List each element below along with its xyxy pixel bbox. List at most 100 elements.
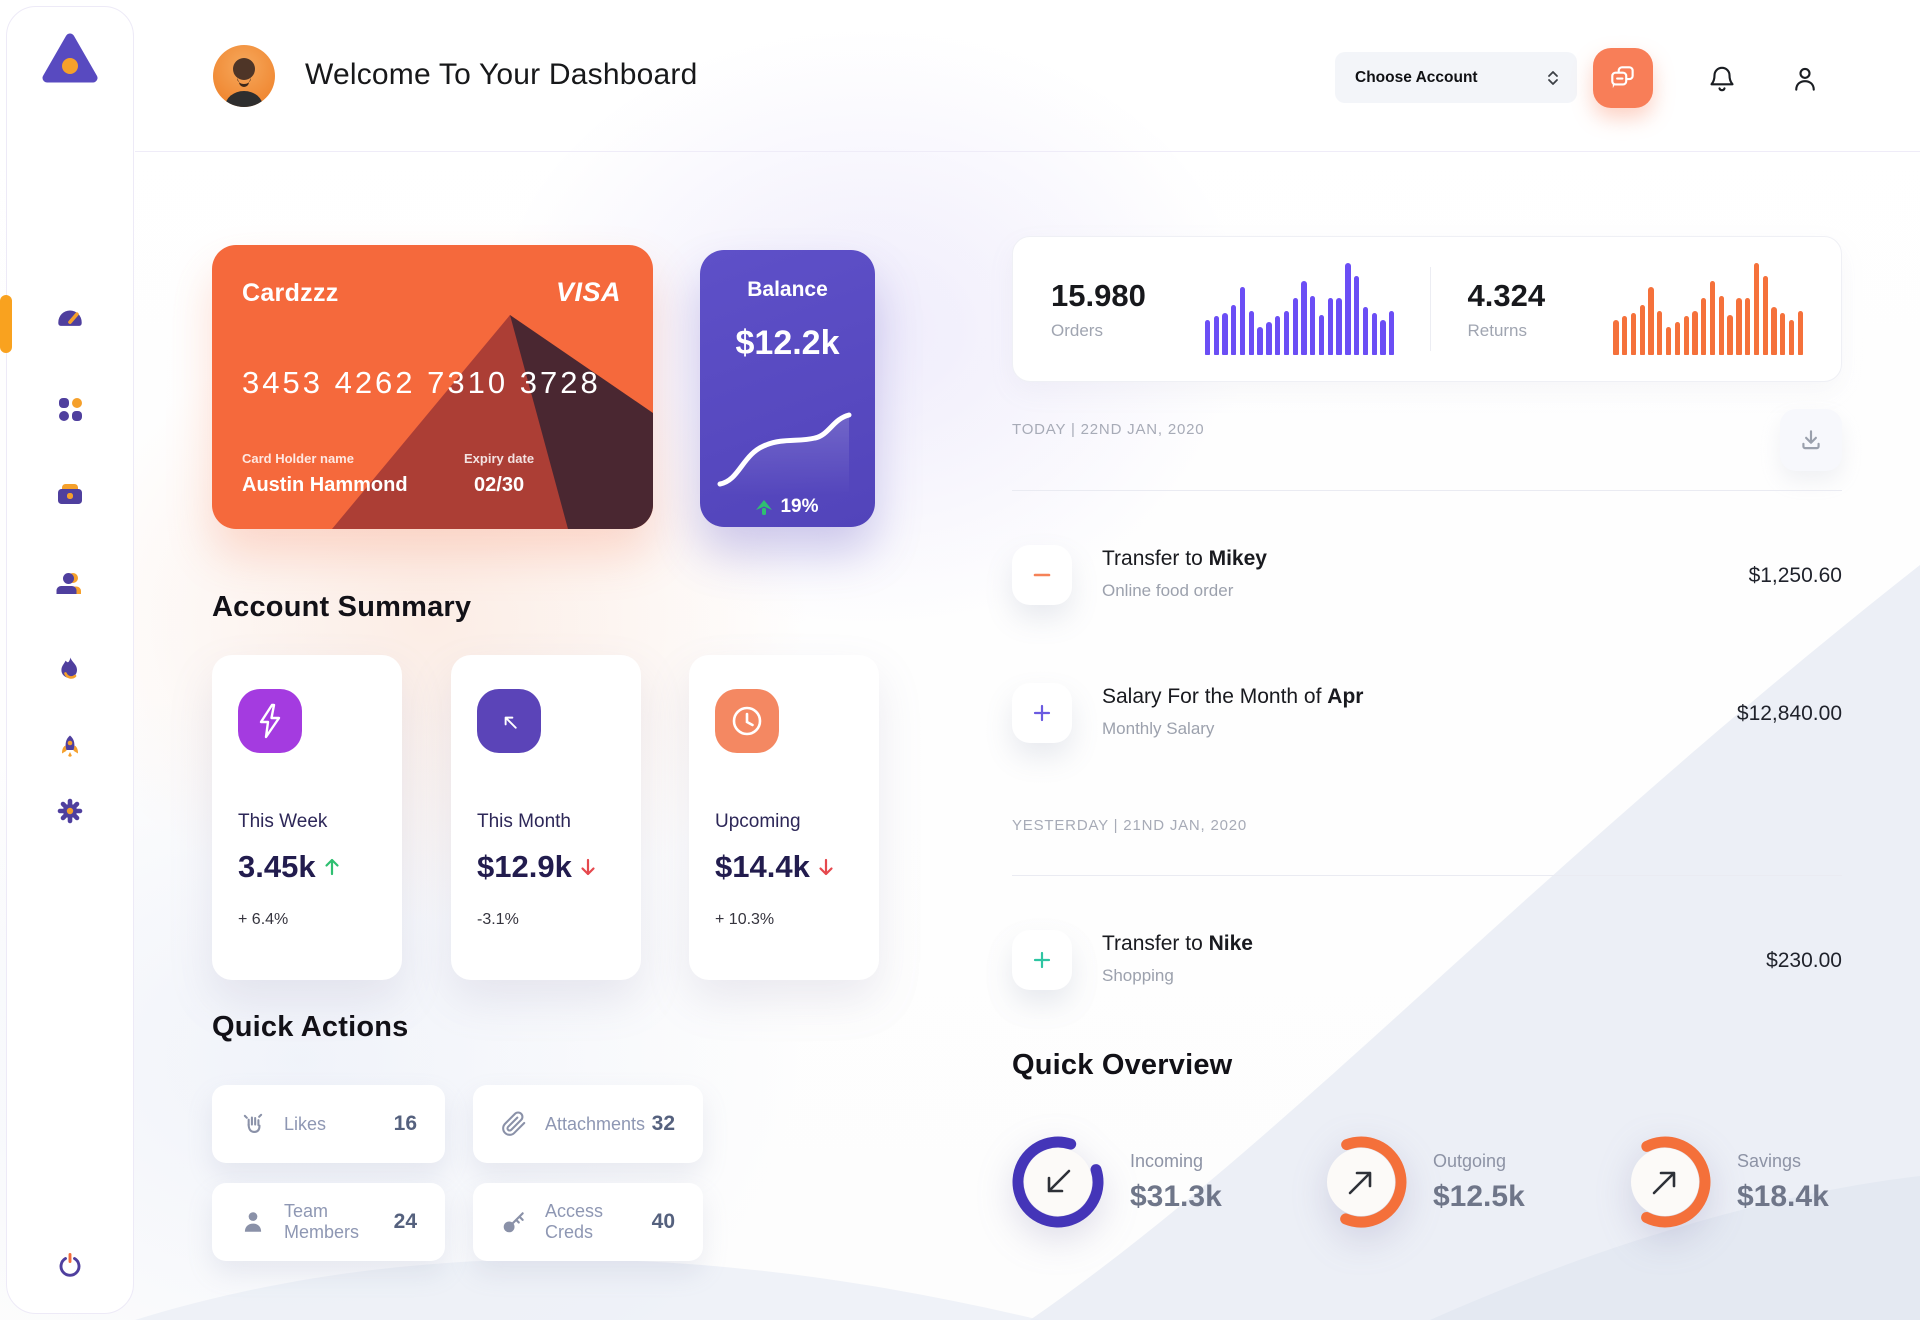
overview-savings: Savings $18.4k bbox=[1619, 1136, 1829, 1228]
summary-value: $12.9k bbox=[477, 849, 572, 884]
user-avatar[interactable] bbox=[213, 45, 275, 107]
profile-user-icon[interactable] bbox=[1788, 62, 1822, 96]
sidebar-item-briefcase-icon[interactable] bbox=[48, 473, 92, 517]
summary-delta: -3.1% bbox=[477, 911, 519, 928]
returns-value: 4.324 bbox=[1467, 277, 1546, 313]
card-number: 3453 4262 7310 3728 bbox=[242, 365, 601, 400]
quick-action-likes[interactable]: Likes 16 bbox=[212, 1085, 445, 1163]
transaction-subtitle: Online food order bbox=[1102, 581, 1234, 600]
notifications-bell-icon[interactable] bbox=[1705, 62, 1739, 96]
savings-ring-chart bbox=[1619, 1136, 1711, 1228]
summary-card-upcoming: Upcoming $14.4k + 10.3% bbox=[689, 655, 879, 980]
transaction-row-salary[interactable]: Salary For the Month of Apr Monthly Sala… bbox=[1012, 683, 1842, 745]
person-icon bbox=[244, 1212, 262, 1232]
quick-action-attachments[interactable]: Attachments 32 bbox=[473, 1085, 703, 1163]
summary-delta: + 6.4% bbox=[238, 911, 289, 928]
transaction-title-bold: Mikey bbox=[1208, 547, 1267, 570]
balance-label: Balance bbox=[747, 278, 828, 301]
header: Welcome To Your Dashboard Choose Account bbox=[135, 0, 1920, 152]
orders-returns-stats-card: 15.980 Orders 4.324 Returns bbox=[1012, 236, 1842, 382]
trend-up-icon bbox=[324, 858, 339, 876]
card-expiry-value: 02/30 bbox=[474, 474, 525, 496]
visa-logo: VISA bbox=[555, 277, 621, 307]
orders-value: 15.980 bbox=[1051, 277, 1146, 313]
card-expiry: Expiry date 02/30 bbox=[464, 451, 534, 497]
choose-account-dropdown[interactable]: Choose Account bbox=[1335, 52, 1577, 103]
card-holder-name: Austin Hammond bbox=[242, 474, 408, 496]
sidebar-item-rocket-icon[interactable] bbox=[48, 726, 92, 770]
transaction-title: Transfer to bbox=[1102, 547, 1209, 570]
quick-action-label: Attachments bbox=[545, 1113, 646, 1134]
transaction-minus-icon bbox=[1012, 545, 1072, 605]
overview-value: $31.3k bbox=[1130, 1179, 1222, 1213]
download-button[interactable] bbox=[1780, 409, 1842, 471]
sidebar-item-flame-icon[interactable] bbox=[48, 648, 92, 692]
overview-label: Incoming bbox=[1130, 1150, 1204, 1171]
summary-value: $14.4k bbox=[715, 849, 810, 884]
sidebar-item-gear-icon[interactable] bbox=[48, 789, 92, 833]
balance-line-chart bbox=[717, 412, 852, 496]
summary-label: This Week bbox=[238, 811, 328, 832]
balance-change: 19% bbox=[700, 496, 875, 518]
balance-value: $12.2k bbox=[735, 324, 840, 362]
date-label-yesterday: YESTERDAY | 21ND JAN, 2020 bbox=[1012, 817, 1248, 834]
orders-bar-chart bbox=[1204, 263, 1395, 355]
outgoing-ring-chart bbox=[1315, 1136, 1407, 1228]
divider bbox=[1012, 875, 1842, 876]
transaction-plus-icon bbox=[1012, 683, 1072, 743]
transaction-amount: $1,250.60 bbox=[1748, 564, 1842, 587]
sidebar-item-apps-grid-icon[interactable] bbox=[48, 387, 92, 431]
card-holder-label: Card Holder name bbox=[242, 451, 354, 466]
quick-action-label: Likes bbox=[284, 1113, 327, 1134]
credit-card: Cardzzz VISA 3453 4262 7310 3728 Card Ho… bbox=[212, 245, 653, 529]
overview-label: Savings bbox=[1737, 1150, 1802, 1171]
main-content: Cardzzz VISA 3453 4262 7310 3728 Card Ho… bbox=[135, 153, 1920, 1320]
transaction-subtitle: Shopping bbox=[1102, 966, 1174, 985]
paperclip-icon bbox=[502, 1111, 526, 1136]
quick-action-count: 16 bbox=[393, 1112, 417, 1135]
trend-down-icon bbox=[819, 858, 833, 876]
trend-down-icon bbox=[581, 858, 595, 876]
credit-card-decoration bbox=[332, 315, 653, 529]
quick-action-team-members[interactable]: Team Members 24 bbox=[212, 1183, 445, 1261]
summary-label: This Month bbox=[477, 811, 571, 832]
transaction-amount: $230.00 bbox=[1766, 949, 1842, 972]
key-icon bbox=[503, 1212, 524, 1233]
overview-incoming: Incoming $31.3k bbox=[1012, 1136, 1222, 1228]
transaction-amount: $12,840.00 bbox=[1736, 702, 1842, 725]
sidebar-item-users-icon[interactable] bbox=[48, 562, 92, 606]
clock-icon bbox=[715, 689, 779, 753]
download-icon bbox=[1802, 430, 1820, 450]
chat-icon bbox=[1611, 66, 1634, 89]
stats-divider bbox=[1430, 267, 1432, 351]
app-logo-icon bbox=[41, 33, 99, 90]
card-expiry-label: Expiry date bbox=[464, 451, 535, 466]
transaction-row-nike[interactable]: Transfer to Nike Shopping $230.00 bbox=[1012, 930, 1842, 992]
overview-label: Outgoing bbox=[1433, 1150, 1507, 1171]
summary-card-this-week: This Week 3.45k + 6.4% bbox=[212, 655, 402, 980]
quick-action-count: 32 bbox=[651, 1112, 675, 1135]
choose-account-label: Choose Account bbox=[1355, 68, 1478, 86]
date-label-today: TODAY | 22ND JAN, 2020 bbox=[1012, 421, 1205, 438]
chat-button[interactable] bbox=[1593, 48, 1653, 108]
sidebar bbox=[0, 6, 134, 1314]
quick-action-label: Access Creds bbox=[545, 1201, 604, 1242]
arrow-up-right-icon bbox=[1348, 1171, 1372, 1195]
logout-power-icon[interactable] bbox=[48, 1243, 92, 1287]
quick-action-access-creds[interactable]: Access Creds 40 bbox=[473, 1183, 703, 1261]
arrow-up-right-icon bbox=[1652, 1171, 1676, 1195]
transaction-row-mikey[interactable]: Transfer to Mikey Online food order $1,2… bbox=[1012, 545, 1842, 607]
page-title: Welcome To Your Dashboard bbox=[305, 58, 698, 91]
card-name: Cardzzz bbox=[242, 279, 339, 307]
divider bbox=[1012, 490, 1842, 491]
arrow-down-left-icon bbox=[1047, 1169, 1071, 1193]
overview-value: $18.4k bbox=[1737, 1179, 1829, 1213]
incoming-ring-chart bbox=[1012, 1136, 1104, 1228]
transaction-subtitle: Monthly Salary bbox=[1102, 719, 1215, 738]
returns-label: Returns bbox=[1467, 320, 1528, 340]
overview-outgoing: Outgoing $12.5k bbox=[1315, 1136, 1525, 1228]
sidebar-item-dashboard-speedometer-icon[interactable] bbox=[48, 297, 92, 341]
summary-delta: + 10.3% bbox=[715, 911, 775, 928]
returns-bar-chart bbox=[1613, 263, 1803, 355]
